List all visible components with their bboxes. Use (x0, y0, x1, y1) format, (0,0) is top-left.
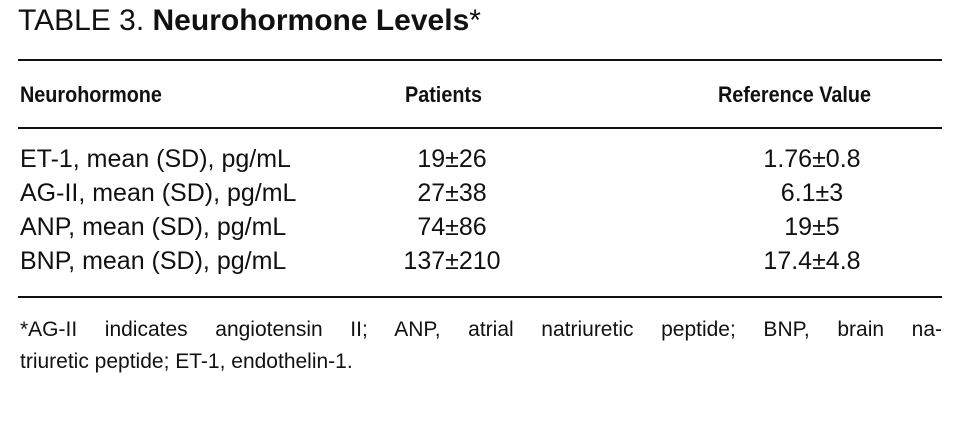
footnote-line: *AG-II indicates angiotensin II; ANP, at… (20, 318, 942, 341)
table-cell: 6.1±3 (780, 179, 844, 207)
table-cell: 19±26 (417, 145, 487, 173)
row-label: BNP, mean (SD), pg/mL (20, 247, 287, 275)
column-header: Reference Value (718, 82, 871, 107)
table-cell: 19±5 (784, 213, 840, 241)
row-label: AG-II, mean (SD), pg/mL (20, 179, 297, 207)
bottom-rule (18, 296, 942, 298)
table-cell: 27±38 (417, 179, 487, 207)
table-cell: 137±210 (403, 247, 501, 275)
column-header: Neurohormone (20, 82, 162, 107)
table-label: TABLE 3. (18, 4, 145, 37)
table-title: TABLE 3. Neurohormone Levels* (18, 4, 481, 38)
table-cell: 1.76±0.8 (763, 145, 861, 173)
title-text: Neurohormone Levels (152, 4, 470, 37)
row-label: ANP, mean (SD), pg/mL (20, 213, 287, 241)
table-cell: 74±86 (417, 213, 487, 241)
column-header: Patients (405, 82, 483, 107)
header-rule (18, 127, 942, 129)
title-marker: * (469, 4, 481, 37)
row-label: ET-1, mean (SD), pg/mL (20, 145, 291, 173)
table-cell: 17.4±4.8 (763, 247, 861, 275)
top-rule (18, 59, 942, 61)
footnote-line: triuretic peptide; ET-1, endothelin-1. (20, 350, 353, 373)
